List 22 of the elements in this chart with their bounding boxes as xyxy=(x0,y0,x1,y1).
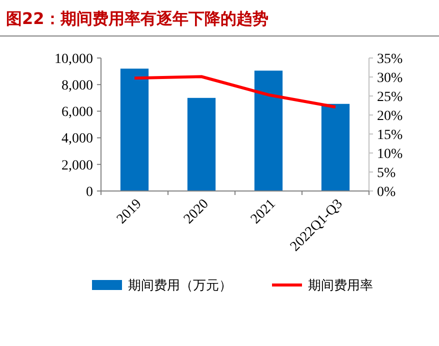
y-tick-label: 2,000 xyxy=(62,158,93,174)
bar xyxy=(187,98,216,191)
bar xyxy=(321,104,350,191)
y2-tick-label: 15% xyxy=(377,128,403,143)
y-tick-label: 8,000 xyxy=(62,78,93,94)
line-series xyxy=(133,75,337,109)
y2-tick-label: 35% xyxy=(377,52,403,67)
legend-label: 期间费用（万元） xyxy=(128,278,232,294)
y2-tick-label: 30% xyxy=(377,70,403,86)
y2-tick-label: 25% xyxy=(377,90,403,105)
bar xyxy=(120,68,149,191)
y2-tick-label: 5% xyxy=(377,166,396,181)
y2-tick-label: 0% xyxy=(377,184,396,200)
bar xyxy=(254,70,283,191)
chart-title: 图22：期间费用率有逐年下降的趋势 xyxy=(6,9,268,28)
y-tick-label: 10,000 xyxy=(54,52,93,67)
y-tick-label: 0 xyxy=(86,184,93,200)
y-tick-label: 4,000 xyxy=(62,132,93,147)
y2-tick-label: 10% xyxy=(377,146,403,162)
y-tick-label: 6,000 xyxy=(62,105,93,120)
y2-tick-label: 20% xyxy=(377,108,403,124)
legend-label: 期间费用率 xyxy=(308,278,373,294)
